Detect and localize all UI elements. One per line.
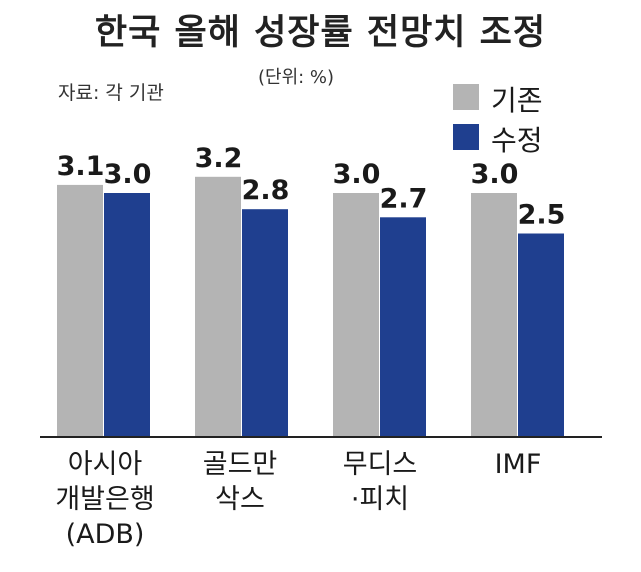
source-label: 자료: 각 기관 [58,82,164,104]
x-tick-label-3: IMF [448,447,588,482]
bar-revised-2 [380,217,426,436]
x-tick-label-0-line-1: 개발은행 [55,484,155,515]
legend-swatch-original [453,84,479,110]
legend-item-original: 기존 [453,78,593,118]
x-tick-label-2-line-1: ·피치 [350,484,410,515]
legend: 기존 수정 [453,78,593,158]
bar-original-0 [57,184,103,436]
data-label-original-3: 3.0 [471,159,519,190]
data-label-revised-2: 2.7 [380,183,428,214]
legend-swatch-revised [453,124,479,150]
bar-original-1 [195,176,241,437]
legend-label-original: 기존 [491,84,543,117]
x-tick-label-0-line-0: 아시아 [67,449,143,480]
legend-item-revised: 수정 [453,118,593,158]
chart-title: 한국 올해 성장률 전망치 조정 [94,13,547,53]
data-label-revised-3: 2.5 [518,200,566,231]
x-tick-label-0-line-2: (ADB) [65,519,145,550]
data-label-original-0: 3.1 [57,151,105,182]
x-tick-label-3-line-0: IMF [494,449,542,480]
data-label-original-2: 3.0 [333,159,381,190]
bar-revised-0 [104,193,150,436]
unit-label: (단위: %) [258,67,335,88]
x-tick-label-1-line-1: 삭스 [215,484,265,515]
bar-revised-1 [242,209,288,436]
x-tick-label-2-line-0: 무디스 [342,449,418,480]
legend-label-revised: 수정 [491,124,543,157]
x-tick-label-1-line-0: 골드만 [202,449,278,480]
bar-original-2 [333,193,379,436]
bar-revised-3 [518,233,564,436]
data-label-revised-0: 3.0 [104,159,152,190]
x-tick-label-2: 무디스 ·피치 [310,447,450,517]
data-label-revised-1: 2.8 [242,175,290,206]
bar-original-3 [471,193,517,436]
data-label-original-1: 3.2 [195,143,243,174]
